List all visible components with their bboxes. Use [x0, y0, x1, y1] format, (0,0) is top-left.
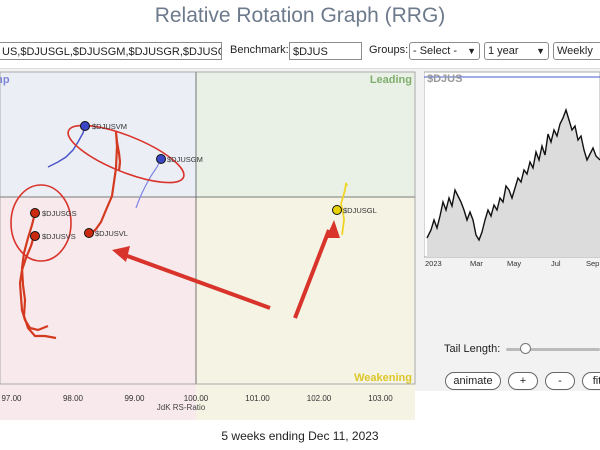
- frequency-select-value: Weekly: [557, 45, 593, 57]
- price-chart: $DJUS 2023 Mar May Jul Sep: [424, 71, 600, 268]
- label-djusvm: $DJUSVM: [92, 122, 127, 131]
- tail-length-slider-thumb[interactable]: [519, 343, 531, 354]
- animate-button[interactable]: animate: [445, 372, 501, 390]
- x-tick-label: 103.00: [368, 394, 393, 403]
- label-djusgs: $DJUSGS: [42, 209, 77, 218]
- tail-djusvm: [47, 125, 86, 168]
- symbols-input[interactable]: US,$DJUSGL,$DJUSGM,$DJUSGR,$DJUSGS: [0, 42, 222, 60]
- tails: [18, 125, 348, 340]
- quadrant-weakening: [196, 197, 415, 420]
- tail-djusvl: [89, 131, 122, 235]
- page-title: Relative Rotation Graph (RRG): [154, 4, 446, 27]
- annotation-arrow-left-line: [121, 252, 271, 310]
- quadrant-leading: [196, 72, 415, 197]
- tail-length-slider[interactable]: [506, 343, 600, 354]
- month-label: 2023: [425, 259, 442, 268]
- footer-caption: 5 weeks ending Dec 11, 2023: [221, 429, 379, 443]
- label-djusgm: $DJUSGM: [167, 155, 203, 164]
- tail-djusgs: [20, 212, 57, 340]
- marker-djusvl[interactable]: [84, 228, 94, 238]
- price-chart-symbol: $DJUS: [427, 73, 462, 85]
- label-djusvs: $DJUSVS: [42, 232, 76, 241]
- label-djusvl: $DJUSVL: [95, 229, 128, 238]
- groups-select[interactable]: - Select - ▼: [409, 42, 480, 60]
- period-select[interactable]: 1 year ▼: [484, 42, 549, 60]
- x-tick-label: 101.00: [245, 394, 270, 403]
- tail-djusvs: [18, 235, 49, 332]
- month-label: Mar: [470, 259, 483, 268]
- groups-select-value: - Select -: [413, 45, 458, 57]
- label-djusgl: $DJUSGL: [343, 206, 377, 215]
- security-markers: [30, 121, 342, 241]
- month-label: May: [507, 259, 521, 268]
- marker-djusgs[interactable]: [30, 208, 40, 218]
- x-axis-label: JdK RS-Ratio: [157, 403, 206, 412]
- marker-djusvm[interactable]: [80, 121, 90, 131]
- x-tick-label: 102.00: [307, 394, 332, 403]
- x-tick-label: 98.00: [63, 394, 84, 403]
- marker-djusgl[interactable]: [332, 205, 342, 215]
- annotations: [10, 124, 340, 319]
- frequency-select[interactable]: Weekly▼: [553, 42, 600, 60]
- chevron-down-icon: ▼: [536, 46, 545, 56]
- price-chart-area: [427, 110, 600, 257]
- zoom-in-button[interactable]: +: [508, 372, 538, 390]
- tail-length-label: Tail Length:: [444, 343, 501, 355]
- benchmark-input[interactable]: $DJUS: [289, 42, 362, 60]
- chevron-down-icon: ▼: [467, 46, 476, 56]
- annotation-ellipse-gm-vm: [67, 124, 185, 184]
- fit-button[interactable]: fit: [582, 372, 600, 390]
- quadrant-label-weakening: Weakening: [354, 372, 412, 384]
- marker-djusvs[interactable]: [30, 231, 40, 241]
- quadrant-improving: [0, 72, 196, 197]
- quadrant-label-improving: Imp: [0, 74, 10, 86]
- annotation-arrow-left-head: [112, 246, 130, 262]
- x-tick-label: 97.00: [1, 394, 22, 403]
- x-axis: 97.00 98.00 99.00 100.00 101.00 102.00 103.00: [1, 394, 393, 403]
- rrg-chart[interactable]: Leading Imp Weakening 97.00 98.00 99.00 100…: [0, 70, 420, 420]
- month-label: Jul: [551, 259, 561, 268]
- quadrant-label-leading: Leading: [370, 74, 412, 86]
- period-select-value: 1 year: [488, 45, 519, 57]
- month-label: Sep: [586, 259, 599, 268]
- benchmark-label: Benchmark:: [230, 44, 289, 56]
- annotation-arrow-up-head: [326, 220, 340, 238]
- tail-djusgl: [340, 182, 348, 236]
- annotation-ellipse-gs-vs: [10, 184, 72, 262]
- annotation-arrow-up-line: [293, 229, 331, 319]
- tail-djusgm: [135, 158, 162, 209]
- zoom-out-button[interactable]: -: [545, 372, 575, 390]
- control-bar: US,$DJUSGL,$DJUSGM,$DJUSGR,$DJUSGS Bench…: [0, 42, 600, 64]
- price-chart-line: [426, 107, 600, 242]
- x-tick-label: 99.00: [124, 394, 145, 403]
- x-tick-label: 100.00: [184, 394, 209, 403]
- marker-djusgm[interactable]: [156, 154, 166, 164]
- groups-label: Groups:: [369, 44, 409, 56]
